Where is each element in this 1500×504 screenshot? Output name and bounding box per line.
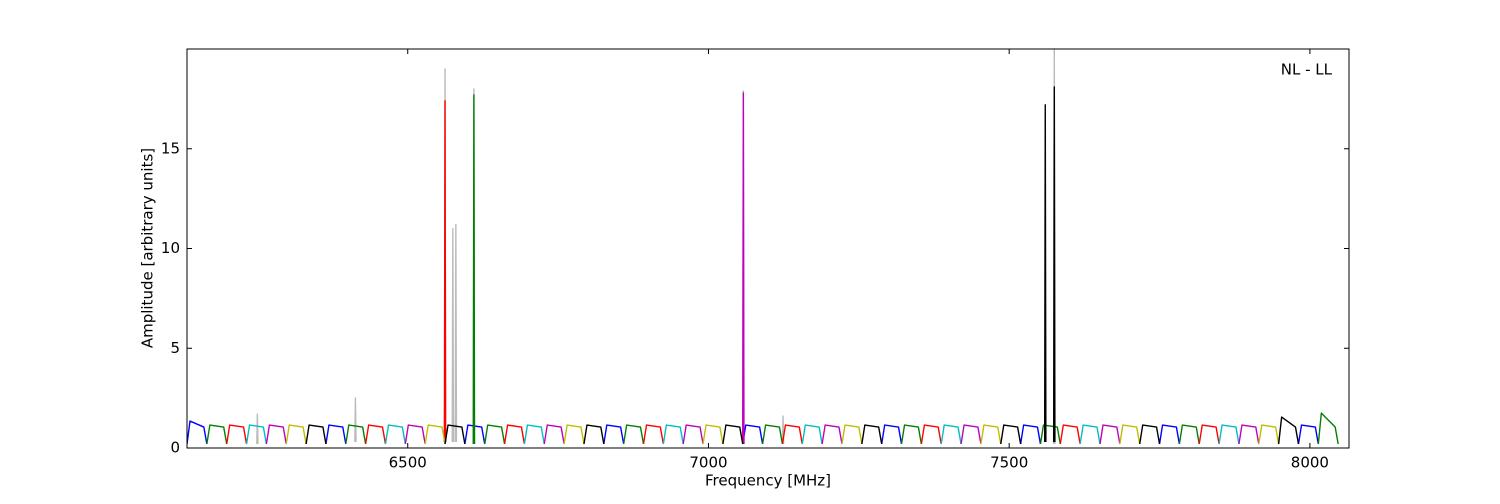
spectrum-line xyxy=(265,92,1260,445)
y-tick-label: 10 xyxy=(161,239,180,257)
x-tick-label: 6500 xyxy=(389,454,427,472)
y-tick-label: 0 xyxy=(170,439,180,457)
annotation: NL - LL xyxy=(1281,61,1333,79)
plot-area xyxy=(187,48,1339,445)
x-tick-label: 7500 xyxy=(990,454,1028,472)
spectrum-line xyxy=(187,420,1320,445)
x-tick-label: 7000 xyxy=(689,454,727,472)
spectrum-line xyxy=(305,86,1300,445)
y-tick-label: 5 xyxy=(170,339,180,357)
x-tick-label: 8000 xyxy=(1291,454,1329,472)
y-tick-label: 15 xyxy=(161,139,180,157)
spectrum-line xyxy=(226,100,1220,445)
spectrum-line xyxy=(245,424,1240,445)
spectrum-line xyxy=(206,94,1339,445)
y-axis-label: Amplitude [arbitrary units] xyxy=(139,148,157,348)
axes-frame xyxy=(186,48,1350,449)
spectrum-line xyxy=(256,48,1056,445)
x-axis-label: Frequency [MHz] xyxy=(705,472,831,490)
spectrum-line xyxy=(285,424,1280,445)
